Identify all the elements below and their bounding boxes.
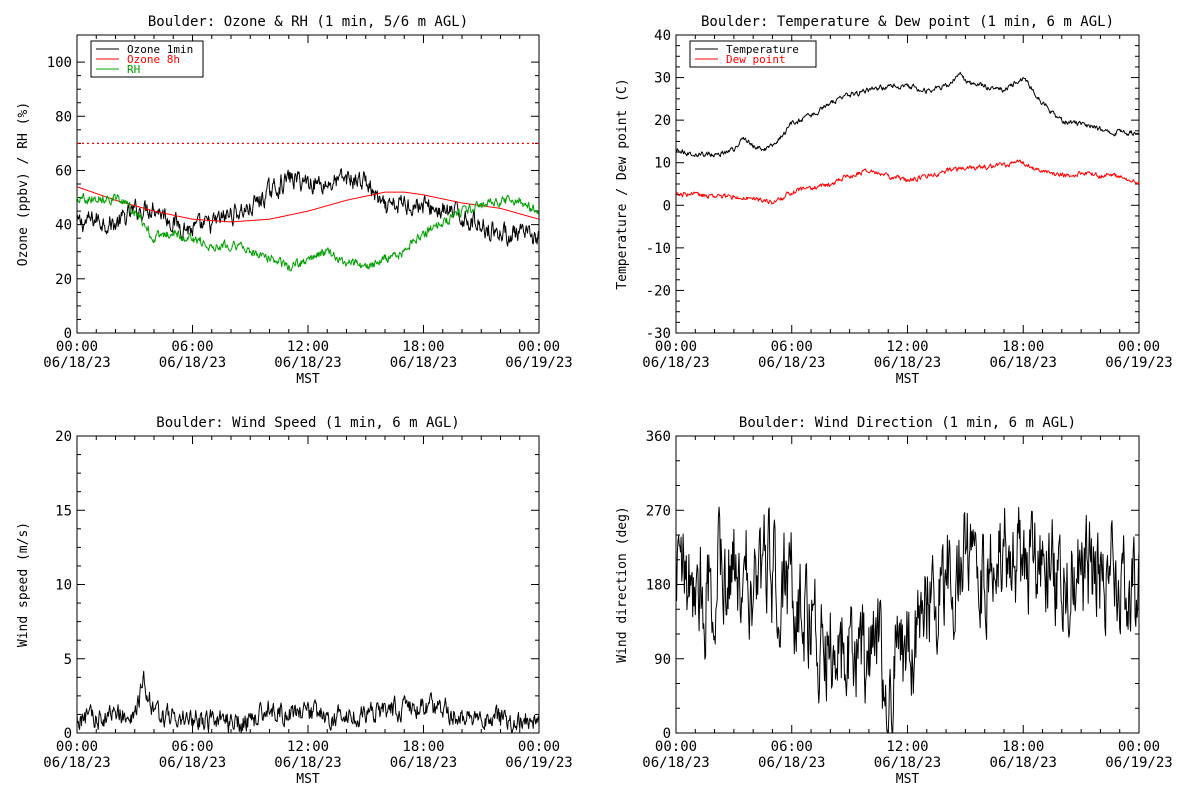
y-tick-label: 10 (55, 578, 72, 594)
x-tick-label-time: 12:00 (886, 339, 928, 355)
y-tick-label: 0 (663, 726, 671, 742)
x-tick-label-date: 06/18/23 (159, 355, 226, 371)
y-tick-label: 20 (55, 272, 72, 288)
x-tick-label-date: 06/18/23 (990, 355, 1057, 371)
legend-label: Ozone 1min (127, 43, 193, 56)
x-tick-label-date: 06/18/23 (43, 355, 110, 371)
y-tick-label: -30 (646, 326, 671, 342)
y-tick-label: 40 (654, 28, 671, 44)
x-tick-label-time: 00:00 (518, 739, 560, 755)
y-tick-label: 270 (646, 503, 671, 519)
x-tick-label-time: 12:00 (886, 739, 928, 755)
y-tick-label: 5 (64, 652, 72, 668)
x-tick-label-time: 12:00 (287, 739, 329, 755)
x-tick-label-date: 06/18/23 (43, 755, 110, 771)
x-tick-label-time: 00:00 (1118, 339, 1160, 355)
x-tick-label-time: 18:00 (402, 739, 444, 755)
plot-frame (76, 435, 540, 734)
y-tick-label: 90 (654, 652, 671, 668)
chart-title: Boulder: Temperature & Dew point (1 min,… (701, 14, 1114, 30)
x-tick-label-date: 06/18/23 (990, 755, 1057, 771)
x-tick-label-date: 06/18/23 (390, 755, 457, 771)
x-tick-label-time: 18:00 (1002, 339, 1044, 355)
series-line-rh (76, 192, 540, 272)
chart-title: Boulder: Ozone & RH (1 min, 5/6 m AGL) (148, 14, 468, 30)
x-tick-label-time: 06:00 (771, 339, 813, 355)
x-tick-label-time: 12:00 (287, 339, 329, 355)
chart-wdir: Boulder: Wind Direction (1 min, 6 m AGL)… (615, 415, 1173, 787)
x-tick-label-time: 00:00 (1118, 739, 1160, 755)
chart-temp: Boulder: Temperature & Dew point (1 min,… (615, 14, 1173, 387)
x-axis-label: MST (296, 372, 320, 387)
y-tick-label: 10 (654, 156, 671, 172)
y-tick-label: 30 (654, 71, 671, 87)
x-tick-label-date: 06/18/23 (274, 755, 341, 771)
x-tick-label-time: 06:00 (771, 739, 813, 755)
y-tick-label: 360 (646, 429, 671, 445)
x-tick-label-date: 06/19/23 (1105, 755, 1172, 771)
x-tick-label-time: 18:00 (1002, 739, 1044, 755)
series-line-ozone-8h (76, 186, 540, 223)
x-tick-label-date: 06/18/23 (274, 355, 341, 371)
series-line-dew-point (675, 159, 1140, 205)
x-tick-label-date: 06/18/23 (642, 355, 709, 371)
x-tick-label-date: 06/18/23 (874, 355, 941, 371)
x-tick-label-date: 06/19/23 (1105, 355, 1172, 371)
plot-frame (675, 34, 1140, 334)
y-tick-label: 15 (55, 503, 72, 519)
x-tick-label-time: 00:00 (56, 339, 98, 355)
x-axis-label: MST (296, 772, 320, 787)
chart-ozone: Boulder: Ozone & RH (1 min, 5/6 m AGL) 0 2… (16, 14, 573, 387)
x-tick-label-time: 18:00 (402, 339, 444, 355)
y-tick-label: 20 (654, 113, 671, 129)
x-tick-label-time: 06:00 (171, 339, 213, 355)
x-axis-label: MST (896, 772, 920, 787)
y-axis-label: Temperature / Dew point (C) (615, 78, 630, 289)
legend-label: Temperature (726, 43, 799, 56)
y-tick-label: 100 (47, 55, 72, 71)
chart-title: Boulder: Wind Speed (1 min, 6 m AGL) (156, 415, 459, 431)
plot-frame (675, 435, 1140, 734)
y-tick-label: 60 (55, 163, 72, 179)
y-tick-label: 80 (55, 109, 72, 125)
x-tick-label-date: 06/18/23 (390, 355, 457, 371)
legend-label: Ozone 8h (127, 53, 180, 66)
x-tick-label-date: 06/19/23 (505, 355, 572, 371)
y-tick-label: 0 (64, 326, 72, 342)
y-tick-label: 0 (663, 198, 671, 214)
y-tick-label: 20 (55, 429, 72, 445)
x-tick-label-time: 06:00 (171, 739, 213, 755)
x-tick-label-date: 06/19/23 (505, 755, 572, 771)
y-axis-label: Wind direction (deg) (615, 506, 630, 663)
chart-wspd: Boulder: Wind Speed (1 min, 6 m AGL) 0 5 10… (16, 415, 573, 787)
series-line-ozone-1min (76, 168, 540, 247)
x-tick-label-time: 00:00 (655, 339, 697, 355)
x-tick-label-date: 06/18/23 (758, 755, 825, 771)
y-tick-label: 40 (55, 218, 72, 234)
x-tick-label-date: 06/18/23 (874, 755, 941, 771)
x-tick-label-time: 00:00 (518, 339, 560, 355)
legend-label: RH (127, 63, 140, 76)
y-tick-label: -10 (646, 241, 671, 257)
x-tick-label-date: 06/18/23 (758, 355, 825, 371)
x-tick-label-date: 06/18/23 (642, 755, 709, 771)
x-tick-label-time: 00:00 (655, 739, 697, 755)
y-axis-label: Ozone (ppbv) / RH (%) (16, 102, 31, 266)
y-tick-label: -20 (646, 283, 671, 299)
legend-label: Dew point (726, 53, 786, 66)
y-tick-label: 180 (646, 578, 671, 594)
series-line-data (675, 506, 1140, 734)
x-tick-label-date: 06/18/23 (159, 755, 226, 771)
legend-box (689, 40, 817, 68)
y-axis-label: Wind speed (m/s) (16, 522, 31, 647)
y-tick-label: 0 (64, 726, 72, 742)
chart-title: Boulder: Wind Direction (1 min, 6 m AGL) (739, 415, 1076, 431)
series-line-temperature (675, 71, 1140, 158)
x-tick-label-time: 00:00 (56, 739, 98, 755)
x-axis-label: MST (896, 372, 920, 387)
series-line-data (76, 670, 540, 734)
